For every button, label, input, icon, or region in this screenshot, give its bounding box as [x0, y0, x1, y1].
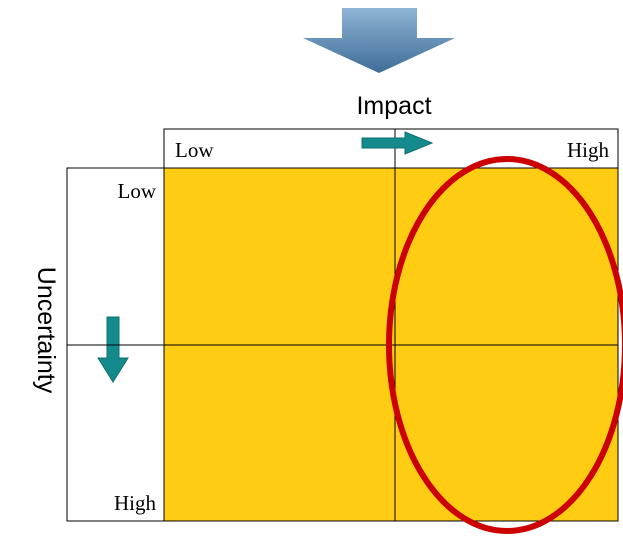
- highlight-ellipse: [386, 156, 623, 534]
- impact-axis-title: Impact: [356, 92, 431, 120]
- down-arrow-gradient-icon: [303, 8, 455, 73]
- impact-low-label: Low: [175, 138, 214, 162]
- right-arrow-icon: [361, 131, 434, 155]
- uncertainty-low-label: Low: [118, 179, 157, 203]
- quadrant-high-impact-high-uncertainty: [395, 345, 618, 521]
- down-arrow-icon: [97, 316, 129, 383]
- uncertainty-high-label: High: [114, 491, 157, 515]
- uncertainty-axis-title: Uncertainty: [32, 267, 60, 394]
- impact-high-label: High: [567, 138, 610, 162]
- quadrant-low-impact-low-uncertainty: [164, 168, 395, 345]
- quadrant-low-impact-high-uncertainty: [164, 345, 395, 521]
- quadrant-high-impact-low-uncertainty: [395, 168, 618, 345]
